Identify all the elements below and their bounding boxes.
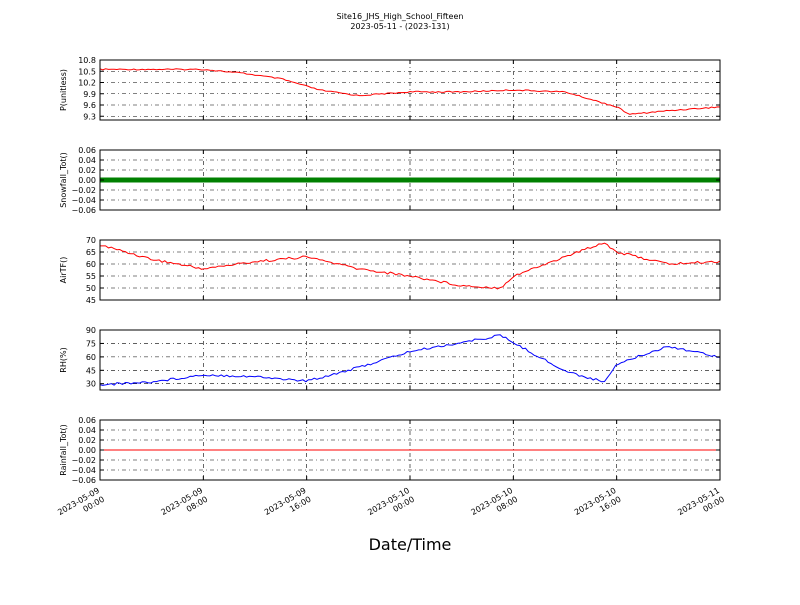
- y-axis-label: AirTF(): [59, 257, 68, 284]
- x-tick-label: 2023-05-1100:00: [676, 486, 726, 526]
- x-tick-label: 2023-05-0900:00: [56, 486, 106, 526]
- y-tick-label: −0.04: [71, 196, 96, 205]
- y-tick-label: 0.00: [78, 446, 96, 455]
- y-tick-label: 90: [86, 326, 96, 335]
- x-tick-label: 2023-05-1000:00: [366, 486, 416, 526]
- y-tick-label: 9.9: [83, 90, 96, 99]
- panel-4: 90 75 60 45 30 RH(%): [59, 326, 721, 391]
- y-tick-label: 0.04: [78, 426, 96, 435]
- series-line: [100, 68, 720, 115]
- panel-1: 10.8 10.5 10.2 9.9 9.6 9.3 P(unitless): [59, 56, 721, 121]
- y-tick-label: 45: [86, 296, 96, 305]
- y-tick-label: 9.3: [83, 112, 96, 121]
- y-tick-label: 0.02: [78, 166, 96, 175]
- x-axis-label: Date/Time: [369, 535, 452, 554]
- y-tick-label: −0.06: [71, 206, 96, 215]
- y-tick-label: 60: [86, 260, 96, 269]
- y-axis-label: P(unitless): [59, 69, 68, 111]
- series-group: [100, 242, 720, 290]
- y-tick-label: 0.02: [78, 436, 96, 445]
- x-tick-label: 2023-05-0908:00: [160, 486, 210, 526]
- y-tick-label: 30: [86, 380, 96, 389]
- y-tick-label: −0.02: [71, 186, 96, 195]
- x-tick-label: 2023-05-0916:00: [263, 486, 313, 526]
- figure-title: Site16_JHS_High_School_Fifteen: [337, 12, 464, 21]
- panel-2: 0.060.040.020.00−0.02−0.04−0.06Snowfall_…: [59, 146, 721, 215]
- y-axis-label: Rainfall_Tot(): [59, 424, 68, 476]
- y-tick-label: 45: [86, 366, 96, 375]
- x-tick-label: 2023-05-1008:00: [470, 486, 520, 526]
- y-tick-label: −0.04: [71, 466, 96, 475]
- y-tick-label: 0.06: [78, 146, 96, 155]
- panel-5: 0.060.040.020.00−0.02−0.04−0.06Rainfall_…: [59, 416, 721, 485]
- y-tick-label: 70: [86, 236, 96, 245]
- series-line: [100, 242, 720, 290]
- figure-subtitle: 2023-05-11 - (2023-131): [350, 22, 449, 31]
- y-tick-label: 0.00: [78, 176, 96, 185]
- series-group: [100, 68, 720, 115]
- y-axis-label: RH(%): [59, 347, 68, 372]
- y-tick-label: 60: [86, 353, 96, 362]
- series-line: [100, 334, 720, 386]
- y-tick-label: 10.8: [78, 56, 96, 65]
- y-tick-label: 9.6: [83, 101, 96, 110]
- y-tick-label: −0.02: [71, 456, 96, 465]
- y-tick-label: −0.06: [71, 476, 96, 485]
- y-axis-label: Snowfall_Tot(): [59, 152, 68, 208]
- y-tick-label: 0.06: [78, 416, 96, 425]
- y-tick-label: 0.04: [78, 156, 96, 165]
- series-group: [100, 334, 720, 386]
- y-tick-label: 10.2: [78, 79, 96, 88]
- x-tick-label: 2023-05-1016:00: [573, 486, 623, 526]
- y-tick-label: 50: [86, 284, 96, 293]
- y-tick-label: 10.5: [78, 67, 96, 76]
- panel-3: 70 65 60 55 50 45 AirTF(): [59, 236, 721, 305]
- y-tick-label: 75: [86, 339, 96, 348]
- y-tick-label: 65: [86, 248, 96, 257]
- y-tick-label: 55: [86, 272, 96, 281]
